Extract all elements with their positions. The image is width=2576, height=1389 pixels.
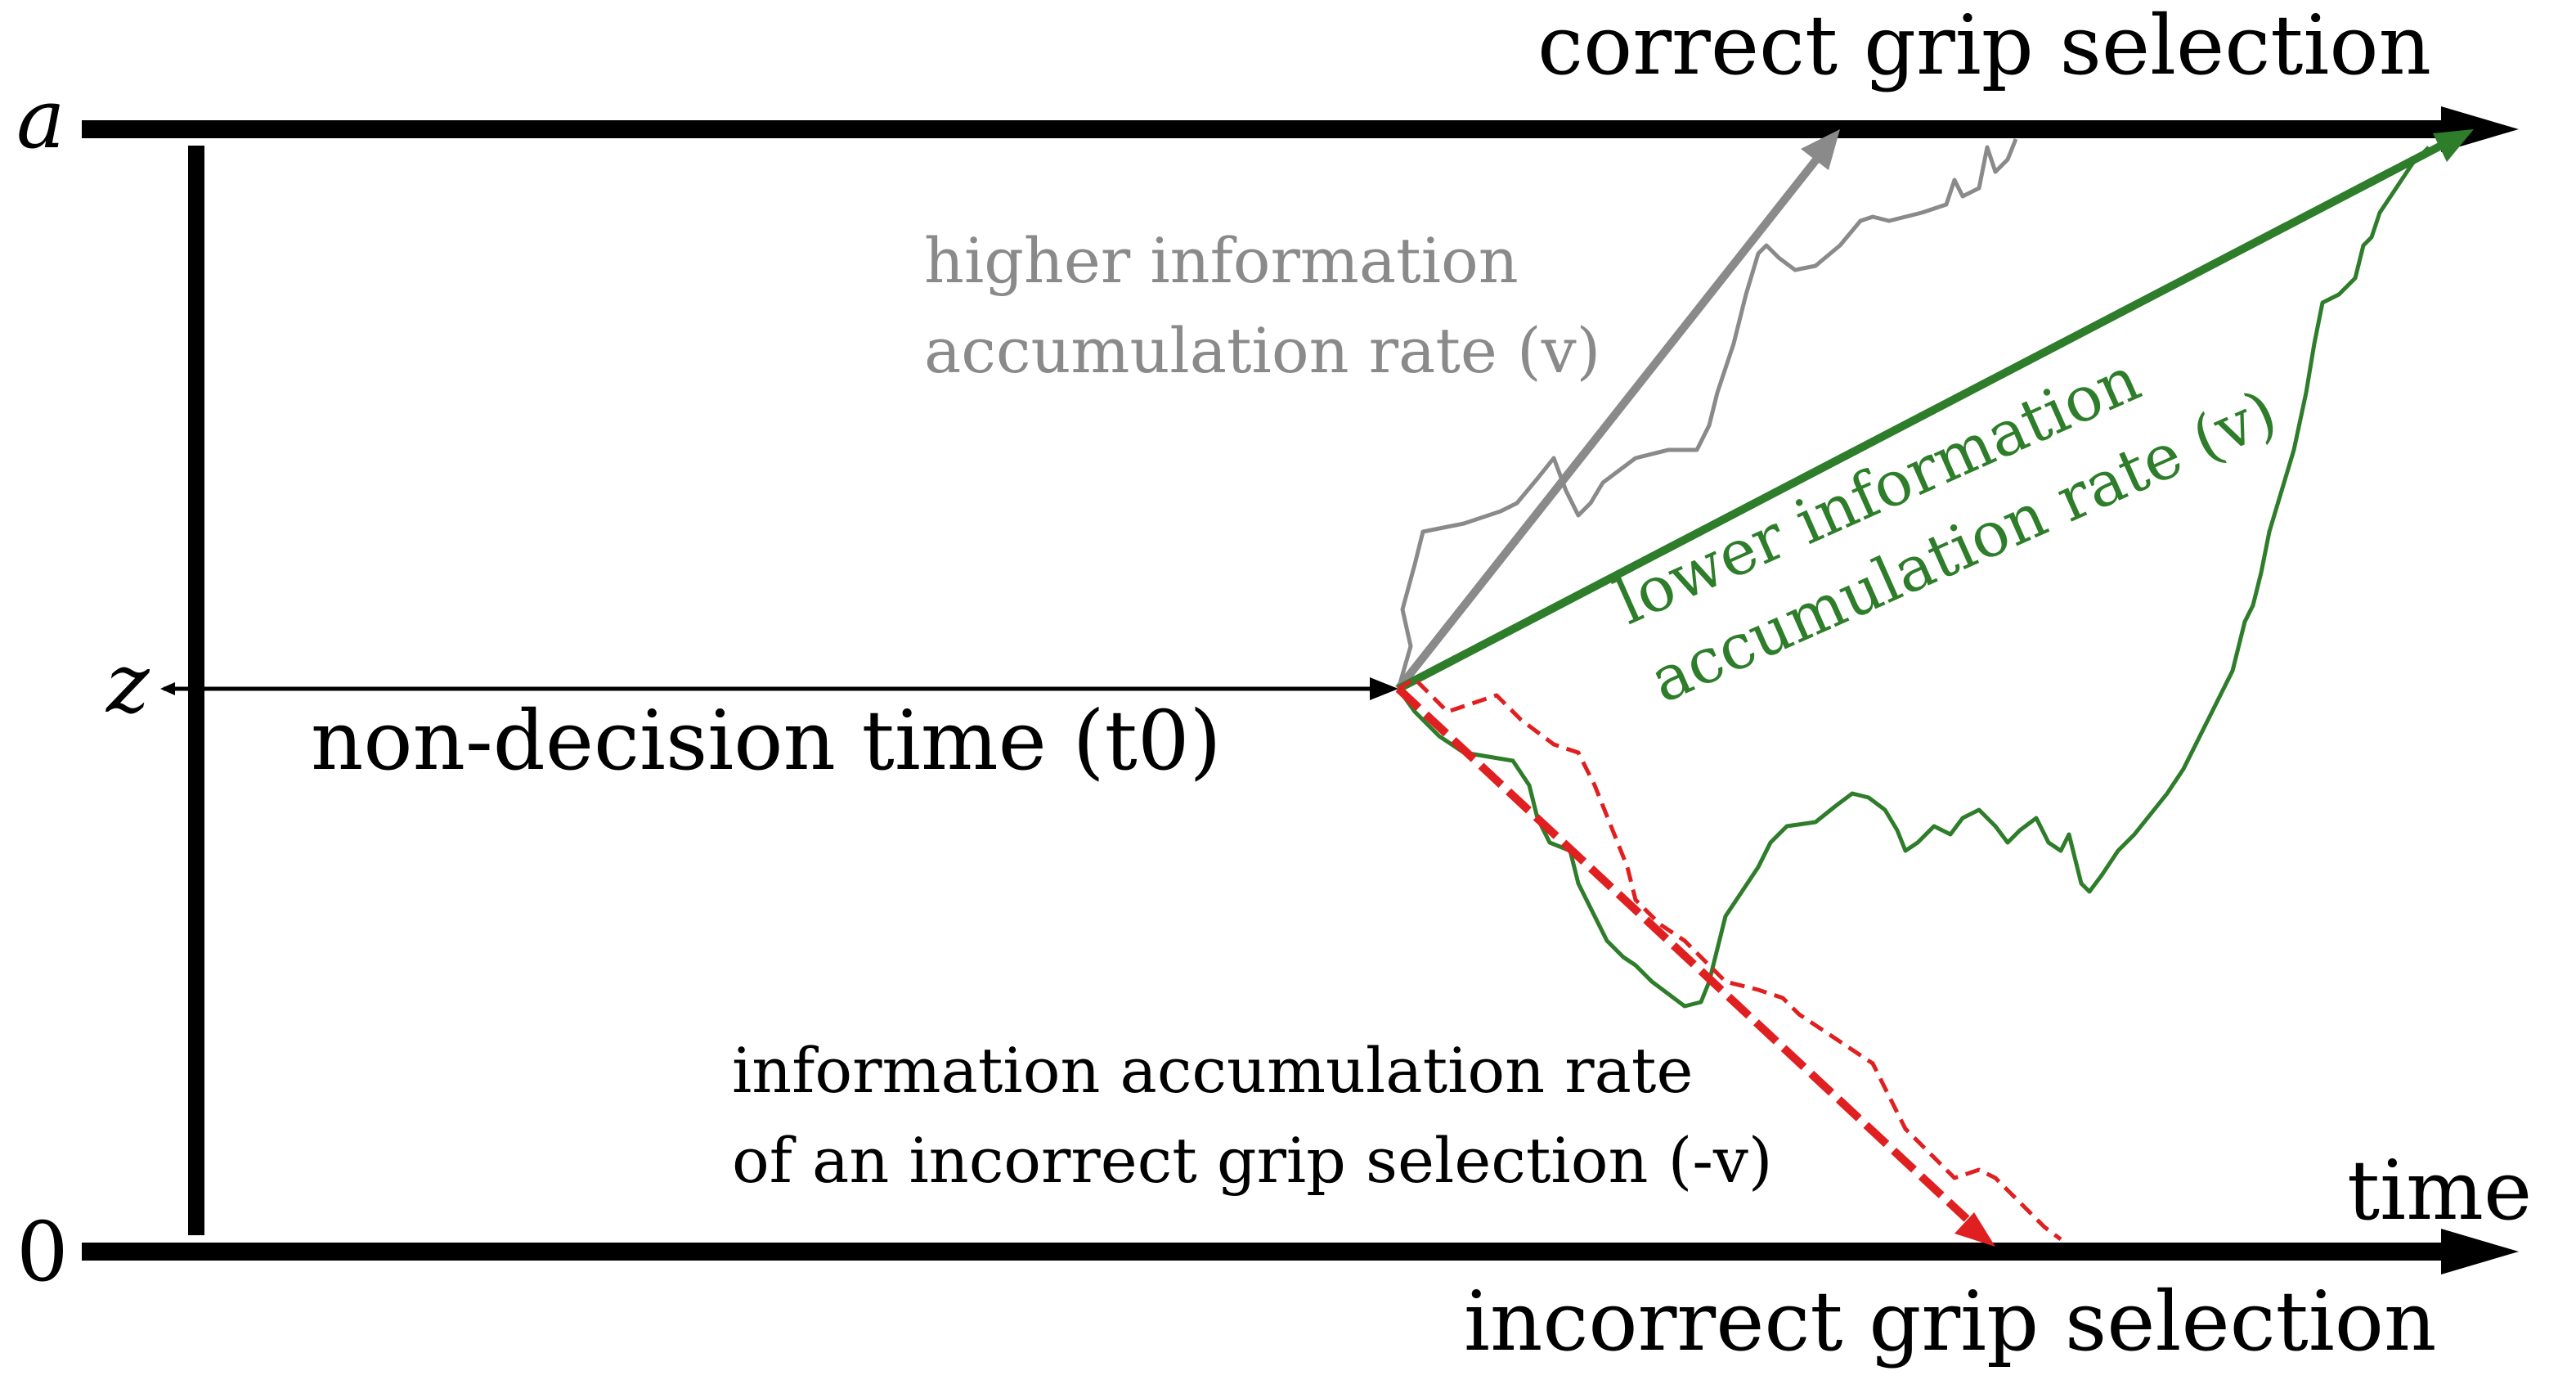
higher-rate-label-line2: accumulation rate (v) [924,314,1600,387]
higher-rate-label: higher information accumulation rate (v) [924,224,1600,387]
incorrect-rate-arrow [1395,686,1995,1247]
lower-boundary [82,1229,2519,1274]
incorrect-rate-trajectory [1397,677,2062,1241]
lower-rate-trajectory [1396,146,2430,1009]
incorrect-grip-selection-label: incorrect grip selection [1464,1274,2436,1369]
non-decision-time-arrow [160,677,1398,700]
incorrect-rate-label: information accumulation rate of an inco… [732,1034,1772,1197]
higher-rate-label-line1: higher information [924,224,1519,297]
incorrect-rate-label-line1: information accumulation rate [732,1034,1693,1107]
lower-rate-arrow [1396,129,2474,693]
incorrect-rate-label-line2: of an incorrect grip selection (-v) [732,1124,1772,1197]
lower-rate-label: lower information accumulation rate (v) [1604,342,2287,717]
start-point-symbol: z [105,636,150,731]
higher-rate-trajectory [1396,138,2018,690]
upper-bound-symbol: a [16,71,65,167]
upper-boundary [82,106,2519,152]
higher-rate-arrow [1395,129,1840,692]
correct-grip-selection-label: correct grip selection [1537,0,2431,93]
lower-bound-symbol: 0 [16,1204,69,1300]
time-axis-label: time [2347,1143,2532,1238]
non-decision-time-label: non-decision time (t0) [311,693,1221,789]
